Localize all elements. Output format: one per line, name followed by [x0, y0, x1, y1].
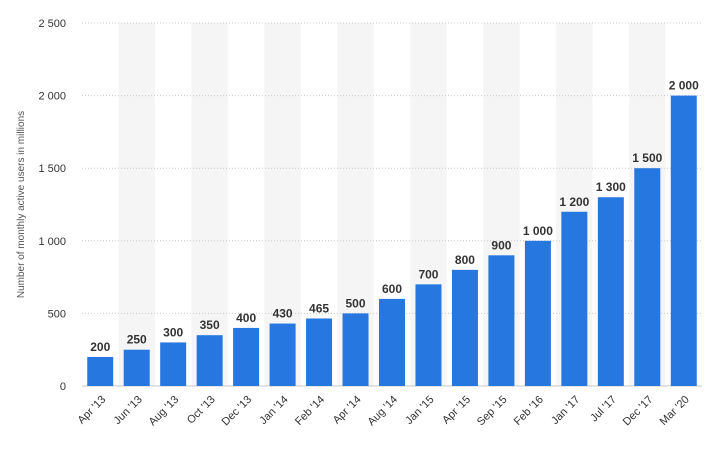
data-label: 350	[200, 318, 220, 332]
x-tick-label: Feb '16	[512, 394, 546, 428]
y-tick-label: 0	[60, 381, 66, 393]
bar[interactable]	[634, 168, 661, 386]
data-label: 300	[163, 325, 183, 339]
x-tick-label: Aug '13	[147, 394, 182, 429]
bar[interactable]	[488, 255, 515, 386]
data-label: 430	[273, 307, 293, 321]
bar[interactable]	[87, 356, 114, 386]
data-label: 700	[418, 267, 438, 281]
bar[interactable]	[561, 211, 588, 386]
data-label: 800	[455, 253, 475, 267]
x-tick-label: Apr '14	[331, 394, 364, 427]
bar[interactable]	[451, 269, 478, 386]
y-axis-ticks: 0 500 1 000 1 500 2 000 2 500	[38, 18, 66, 393]
data-label: 2 000	[669, 79, 699, 93]
x-axis-ticks: Apr '13 Jun '13 Aug '13 Oct '13 Dec '13 Jan '…	[75, 394, 691, 429]
x-tick-label: Dec '13	[220, 394, 255, 429]
bar[interactable]	[597, 197, 624, 386]
y-tick-label: 1 000	[38, 236, 66, 248]
data-label: 465	[309, 301, 329, 315]
x-tick-label: Mar '20	[658, 394, 692, 428]
data-label: 200	[90, 340, 110, 354]
x-tick-label: Aug '14	[365, 394, 400, 429]
x-tick-label: Feb '14	[293, 394, 327, 428]
x-tick-label: Jan '14	[257, 394, 290, 427]
x-tick-label: Jan '17	[549, 394, 582, 427]
data-label: 1 300	[596, 180, 626, 194]
data-label: 1 200	[559, 195, 589, 209]
data-label: 900	[491, 238, 511, 252]
data-label: 250	[127, 333, 147, 347]
x-tick-label: Dec '17	[621, 394, 656, 429]
x-tick-label: Jan '15	[403, 394, 436, 427]
y-axis-label: Number of monthly active users in millio…	[16, 111, 27, 298]
bar[interactable]	[415, 284, 442, 386]
data-label: 400	[236, 311, 256, 325]
y-tick-label: 2 500	[38, 18, 66, 30]
x-tick-label: Oct '13	[185, 394, 218, 427]
bars	[87, 95, 697, 386]
data-label: 500	[346, 296, 366, 310]
x-tick-label: Jul '17	[588, 394, 619, 425]
x-tick-label: Jun '13	[111, 394, 144, 427]
data-label: 1 500	[632, 151, 662, 165]
x-tick-label: Apr '13	[75, 394, 108, 427]
y-tick-label: 500	[48, 308, 66, 320]
bar[interactable]	[233, 327, 260, 386]
bar[interactable]	[524, 240, 551, 386]
bar[interactable]	[379, 298, 405, 386]
data-label: 600	[382, 282, 402, 296]
bar[interactable]	[269, 323, 296, 386]
y-tick-label: 2 000	[38, 91, 66, 103]
column-band	[118, 23, 155, 386]
x-tick-label: Sep '15	[475, 394, 510, 429]
bar[interactable]	[160, 342, 187, 386]
bar[interactable]	[670, 95, 697, 386]
bar[interactable]	[342, 313, 369, 386]
bar[interactable]	[306, 318, 333, 386]
column-band	[191, 23, 228, 386]
bar[interactable]	[123, 349, 150, 386]
data-labels: 200 250 300 350 400 430 465 500 600 700 800 900 1 00…	[90, 79, 699, 354]
y-tick-label: 1 500	[38, 163, 66, 175]
x-tick-label: Apr '15	[440, 394, 473, 427]
bar[interactable]	[196, 335, 223, 386]
data-label: 1 000	[523, 224, 553, 238]
